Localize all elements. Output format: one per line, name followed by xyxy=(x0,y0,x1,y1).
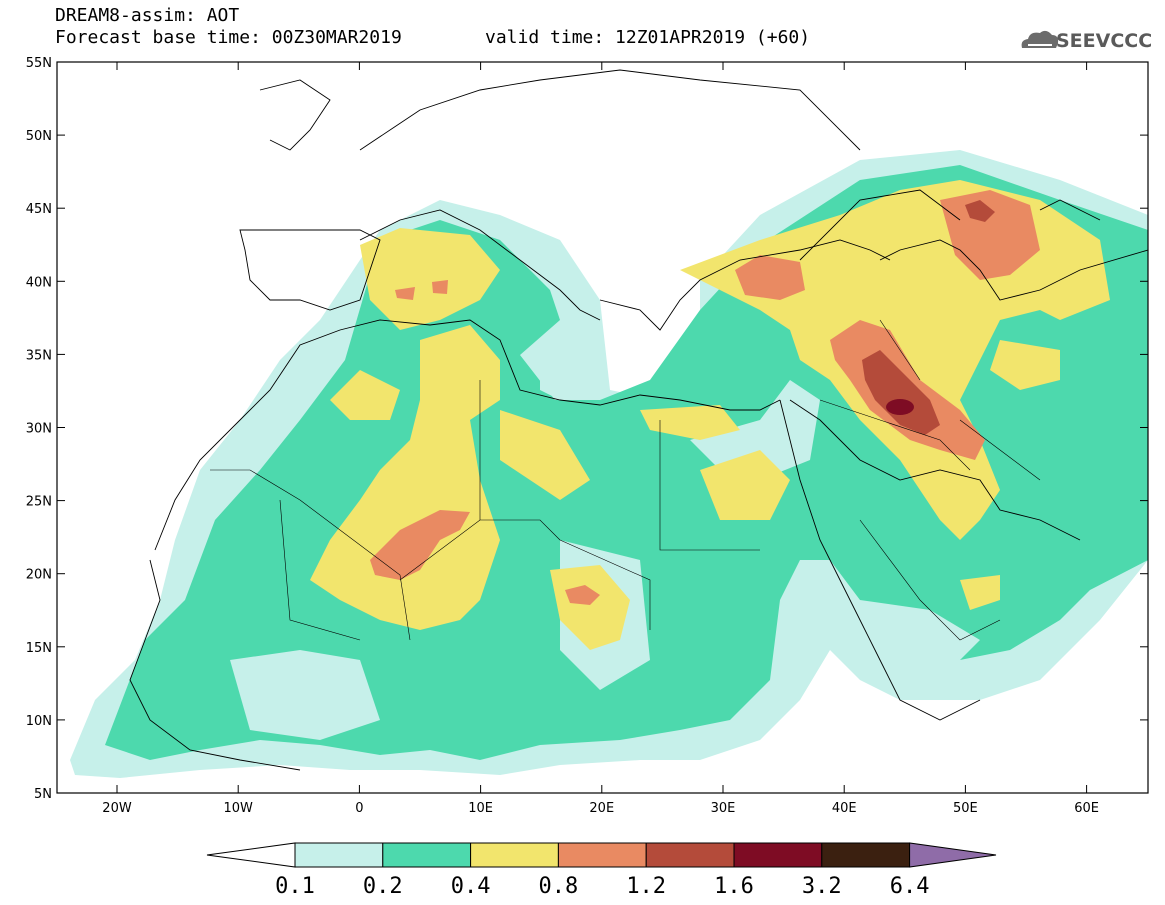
lat-label: 40N xyxy=(26,275,52,290)
longitude-axis: 20W 10W 0 10E 20E 30E 40E 50E 60E xyxy=(102,62,1099,816)
colorbar-label: 6.4 xyxy=(890,874,930,899)
lon-label: 10E xyxy=(468,801,493,816)
colorbar-under-arrow xyxy=(206,842,296,868)
colorbar-swatch xyxy=(733,842,823,868)
colorbar-over-arrow xyxy=(909,842,997,868)
map-title: DREAM8-assim: AOT xyxy=(55,5,240,26)
lat-label: 5N xyxy=(34,787,52,802)
colorbar-label: 1.6 xyxy=(714,874,754,899)
colorbar: 0.1 0.2 0.4 0.8 1.2 1.6 3.2 6.4 xyxy=(206,842,997,899)
lat-label: 25N xyxy=(26,495,52,510)
aot-band-1.2 xyxy=(862,200,995,435)
forecast-base-time: Forecast base time: 00Z30MAR2019 xyxy=(55,27,402,48)
colorbar-label: 1.2 xyxy=(626,874,666,899)
colorbar-label: 3.2 xyxy=(802,874,842,899)
colorbar-label: 0.8 xyxy=(539,874,579,899)
valid-time: valid time: 12Z01APR2019 (+60) xyxy=(485,27,811,48)
lon-label: 30E xyxy=(711,801,736,816)
lat-label: 55N xyxy=(26,56,52,71)
logo-text: SEEVCCC xyxy=(1056,30,1153,52)
cloud-logo-icon xyxy=(1021,30,1059,48)
lon-label: 60E xyxy=(1074,801,1099,816)
colorbar-swatch xyxy=(382,842,472,868)
lon-label: 20W xyxy=(102,801,132,816)
aot-band-1.6 xyxy=(886,399,914,415)
lat-label: 15N xyxy=(26,641,52,656)
colorbar-swatch xyxy=(645,842,735,868)
lat-label: 35N xyxy=(26,348,52,363)
lon-label: 50E xyxy=(953,801,978,816)
colorbar-swatch xyxy=(557,842,647,868)
lon-label: 0 xyxy=(355,801,363,816)
lat-label: 30N xyxy=(26,422,52,437)
country-borders xyxy=(210,319,1041,641)
colorbar-swatch xyxy=(294,842,384,868)
lat-label: 20N xyxy=(26,568,52,583)
coastlines xyxy=(129,69,1148,771)
colorbar-swatch xyxy=(470,842,559,868)
lon-label: 10W xyxy=(223,801,253,816)
colorbar-label: 0.4 xyxy=(451,874,491,899)
lon-label: 20E xyxy=(589,801,614,816)
colorbar-label: 0.1 xyxy=(275,874,315,899)
lat-label: 50N xyxy=(26,129,52,144)
lat-label: 45N xyxy=(26,202,52,217)
aot-field xyxy=(57,62,1148,793)
lat-label: 10N xyxy=(26,714,52,729)
latitude-axis: 55N 50N 45N 40N 35N 30N 25N 20N 15N 10N 5N xyxy=(26,56,1148,802)
colorbar-swatch xyxy=(821,842,911,868)
colorbar-label: 0.2 xyxy=(363,874,403,899)
lon-label: 40E xyxy=(832,801,857,816)
